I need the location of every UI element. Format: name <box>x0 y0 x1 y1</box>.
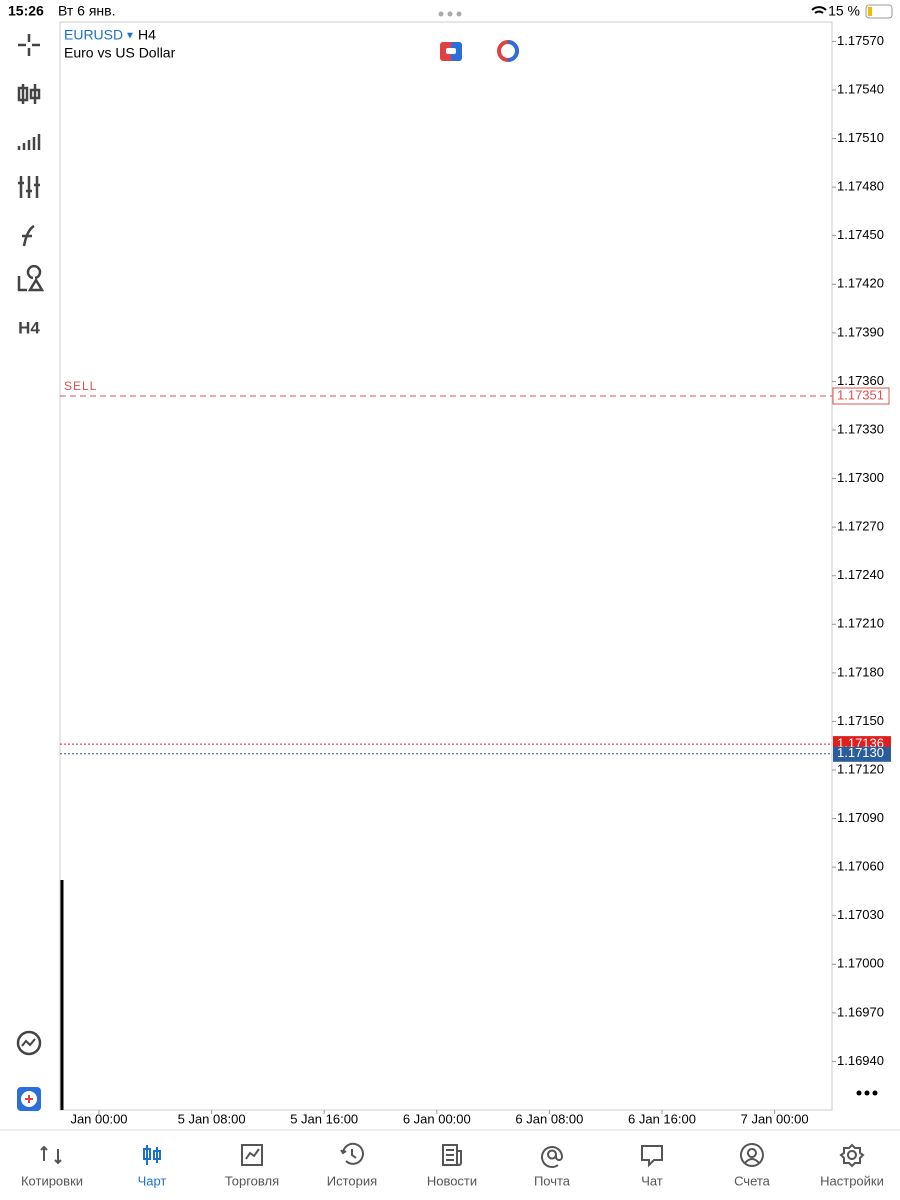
tab-label: Котировки <box>21 1173 83 1188</box>
tab-icon <box>340 1142 364 1165</box>
battery-fill <box>868 7 872 16</box>
symbol-description: Euro vs US Dollar <box>64 45 176 61</box>
settings-tool[interactable] <box>18 176 40 198</box>
timeframe-button[interactable]: H4 <box>18 318 40 337</box>
y-tick-label: 1.17390 <box>837 324 884 339</box>
y-tick-label: 1.17270 <box>837 519 884 534</box>
symbol-name[interactable]: EURUSD <box>64 27 123 43</box>
y-tick-label: 1.17060 <box>837 859 884 874</box>
y-tick-label: 1.17330 <box>837 421 884 436</box>
tab-label: Счета <box>734 1173 771 1188</box>
y-tick-label: 1.17180 <box>837 664 884 679</box>
tab-icon <box>143 1145 161 1165</box>
tab-button[interactable]: Торговля <box>225 1144 279 1188</box>
y-tick-label: 1.17420 <box>837 276 884 291</box>
y-tick-label: 1.17030 <box>837 907 884 922</box>
bid-price-label: 1.17130 <box>837 745 884 760</box>
one-click-button[interactable] <box>17 1087 41 1111</box>
tab-icon <box>442 1144 462 1166</box>
y-tick-label: 1.16970 <box>837 1004 884 1019</box>
y-tick-label: 1.17000 <box>837 956 884 971</box>
sell-price-box <box>832 387 890 405</box>
x-tick-label: 6 Jan 00:00 <box>403 1111 471 1126</box>
battery-level: 15 % <box>828 3 860 19</box>
ask-price-label: 1.17136 <box>837 736 884 751</box>
objects-tool[interactable] <box>17 264 45 292</box>
tab-label: Новости <box>427 1173 477 1188</box>
tab-button[interactable]: Настройки <box>820 1143 884 1188</box>
tab-label: Настройки <box>820 1173 884 1188</box>
x-tick-label: 5 Jan 16:00 <box>290 1111 358 1126</box>
status-time: 15:26 <box>8 3 44 19</box>
tab-label: Почта <box>534 1173 571 1188</box>
tab-label: Чат <box>641 1173 663 1188</box>
tab-label: История <box>327 1173 377 1188</box>
y-tick-label: 1.16940 <box>837 1053 884 1068</box>
tab-button[interactable]: Котировки <box>21 1145 83 1188</box>
tab-label: Чарт <box>138 1173 167 1188</box>
crosshair-tool[interactable] <box>18 34 40 56</box>
y-tick-label: 1.17570 <box>837 33 884 48</box>
y-tick-label: 1.17450 <box>837 227 884 242</box>
y-tick-label: 1.17150 <box>837 713 884 728</box>
tab-label: Торговля <box>225 1173 279 1188</box>
more-button[interactable] <box>856 1090 878 1096</box>
x-tick-label: Jan 00:00 <box>70 1111 127 1126</box>
battery-icon <box>865 4 893 19</box>
sell-price-label: 1.17351 <box>837 387 884 402</box>
y-tick-label: 1.17540 <box>837 81 884 96</box>
x-tick-label: 6 Jan 16:00 <box>628 1111 696 1126</box>
dots-menu[interactable] <box>438 11 462 17</box>
tab-icon <box>40 1145 62 1165</box>
tab-button[interactable]: История <box>327 1142 377 1189</box>
y-tick-label: 1.17210 <box>837 616 884 631</box>
y-tick-label: 1.17090 <box>837 810 884 825</box>
x-tick-label: 7 Jan 00:00 <box>741 1111 809 1126</box>
indicators-tool[interactable] <box>17 134 41 150</box>
y-tick-label: 1.17480 <box>837 179 884 194</box>
signals-button[interactable] <box>497 40 519 62</box>
tab-icon <box>641 1145 663 1168</box>
chart-frame <box>59 21 833 1111</box>
y-tick-label: 1.17120 <box>837 761 884 776</box>
chart-timeframe: H4 <box>138 27 156 43</box>
tab-button[interactable]: Чат <box>641 1145 663 1188</box>
tab-icon <box>739 1143 764 1167</box>
y-tick-label: 1.17240 <box>837 567 884 582</box>
market-watch-button[interactable] <box>16 1030 42 1056</box>
sell-label: SELL <box>64 379 97 393</box>
x-tick-label: 6 Jan 08:00 <box>515 1111 583 1126</box>
tab-button[interactable]: Чарт <box>138 1145 167 1188</box>
tab-button[interactable]: Почта <box>534 1146 571 1188</box>
bid-price-box <box>833 746 891 762</box>
x-tick-label: 5 Jan 08:00 <box>178 1111 246 1126</box>
y-tick-label: 1.17510 <box>837 130 884 145</box>
status-date: Вт 6 янв. <box>58 3 116 19</box>
y-tick-label: 1.17300 <box>837 470 884 485</box>
function-tool[interactable] <box>22 224 35 247</box>
tab-icon <box>839 1143 865 1168</box>
symbol-dropdown[interactable]: ▼ <box>125 31 135 42</box>
tab-icon <box>241 1144 263 1166</box>
trade-button[interactable] <box>440 42 462 61</box>
tab-icon <box>541 1146 564 1168</box>
tab-button[interactable]: Счета <box>734 1143 771 1188</box>
wifi-icon <box>811 6 827 14</box>
tab-button[interactable]: Новости <box>427 1144 477 1188</box>
chart-type-tool[interactable] <box>17 84 41 104</box>
y-tick-label: 1.17360 <box>837 373 884 388</box>
